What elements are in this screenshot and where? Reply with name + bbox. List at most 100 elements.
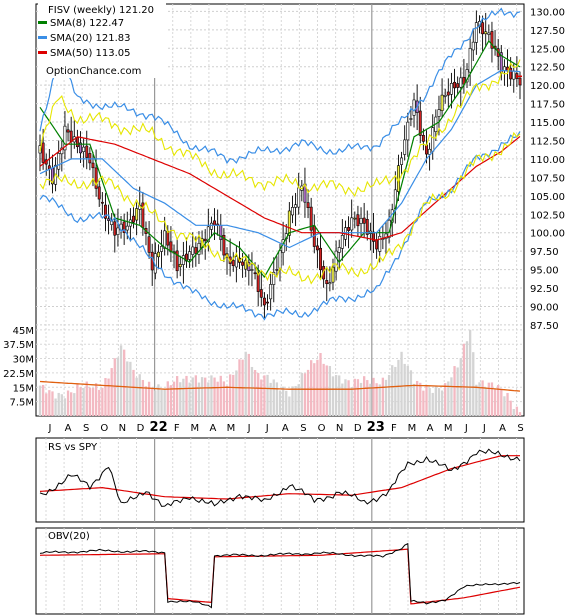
volume-bar <box>400 351 403 416</box>
volume-bar <box>378 384 381 416</box>
month-label: N <box>119 423 126 434</box>
candle-body <box>75 137 79 148</box>
volume-bar <box>453 366 456 416</box>
candle-body <box>356 214 360 227</box>
volume-bar <box>447 381 450 416</box>
legend-sma50: SMA(50) 113.05 <box>50 48 131 59</box>
legend-title: FISV (weekly) 121.20 <box>48 5 154 16</box>
price-tick-label: 107.50 <box>530 173 565 184</box>
volume-bar <box>54 398 57 416</box>
candle-body <box>244 259 248 270</box>
volume-bar <box>300 372 303 416</box>
volume-bar <box>66 390 70 416</box>
volume-bar <box>179 382 182 416</box>
volume-bar <box>381 377 385 416</box>
candle-body <box>484 31 488 35</box>
volume-bar <box>38 385 42 416</box>
volume-bar <box>409 370 413 416</box>
month-label: J <box>265 423 269 434</box>
volume-bar <box>219 375 222 416</box>
candle-body <box>431 127 435 152</box>
volume-bar <box>359 382 363 416</box>
volume-bar <box>490 382 494 416</box>
obv-line <box>39 542 521 609</box>
month-label: S <box>83 423 89 434</box>
volume-bar <box>444 383 447 416</box>
candle-body <box>372 231 375 242</box>
volume-bar <box>204 377 207 416</box>
month-label: D <box>354 423 362 434</box>
candle-body <box>334 250 338 272</box>
candle-body <box>353 217 357 220</box>
volume-bar <box>70 392 73 416</box>
volume-bar <box>372 377 375 416</box>
volume-bar <box>356 379 360 416</box>
candle-body <box>213 220 217 226</box>
candle-body <box>241 261 245 266</box>
volume-bar <box>415 380 419 416</box>
volume-bar <box>412 383 416 416</box>
legend-box <box>38 2 166 78</box>
volume-bar <box>188 382 191 416</box>
month-label: A <box>499 423 506 434</box>
volume-bar <box>91 387 95 416</box>
volume-bar <box>493 389 497 416</box>
candle-body <box>132 215 135 223</box>
candle-body <box>359 218 363 224</box>
candle-body <box>375 239 379 250</box>
volume-bar <box>110 368 113 416</box>
volume-bar <box>366 380 369 416</box>
month-label: S <box>300 423 306 434</box>
month-label: M <box>444 423 453 434</box>
month-label: A <box>282 423 289 434</box>
candle-body <box>209 222 213 230</box>
candle-body <box>418 110 422 136</box>
candle-body <box>269 284 273 300</box>
candle-body <box>160 246 164 252</box>
candle-body <box>107 218 111 221</box>
volume-bar <box>57 392 60 416</box>
candle-body <box>122 221 126 233</box>
month-label: J <box>464 423 468 434</box>
series-line-sma-20- <box>39 69 521 249</box>
month-label: J <box>482 423 486 434</box>
candle-body <box>468 48 472 73</box>
volume-bar <box>228 374 232 416</box>
candle-body <box>63 125 67 151</box>
candle-body <box>449 83 453 95</box>
volume-bar <box>60 394 63 416</box>
volume-bar <box>247 353 250 416</box>
volume-bar <box>322 363 325 416</box>
candle-body <box>337 247 341 253</box>
candle-body <box>512 70 516 80</box>
candle-body <box>272 271 276 285</box>
rs-panel-title: RS vs SPY <box>48 442 98 453</box>
candle-body <box>291 207 294 216</box>
candle-body <box>440 94 444 111</box>
candle-body <box>409 118 413 120</box>
volume-bar <box>334 375 338 416</box>
volume-bar <box>166 381 169 416</box>
legend-swatch-sma50 <box>38 51 47 54</box>
candle-body <box>446 91 450 96</box>
candle-body <box>275 269 279 271</box>
volume-bar <box>63 398 67 416</box>
candle-body <box>443 94 447 97</box>
legend-swatch-sma20 <box>38 36 47 39</box>
price-tick-label: 117.50 <box>530 100 565 111</box>
volume-bar <box>394 366 397 416</box>
candle-body <box>103 204 107 219</box>
volume-bar <box>191 377 194 416</box>
candle-body <box>69 130 73 142</box>
volume-bar <box>210 375 213 416</box>
volume-tick-label: 30M <box>13 355 34 366</box>
candle-body <box>231 260 235 267</box>
obv-panel-title: OBV(20) <box>48 531 90 542</box>
volume-bar <box>160 389 163 416</box>
panel-frame <box>35 437 525 523</box>
volume-bar <box>163 389 166 416</box>
month-label: S <box>517 423 523 434</box>
candle-body <box>66 129 70 133</box>
volume-bar <box>244 351 247 416</box>
price-tick-label: 125.00 <box>530 44 565 55</box>
